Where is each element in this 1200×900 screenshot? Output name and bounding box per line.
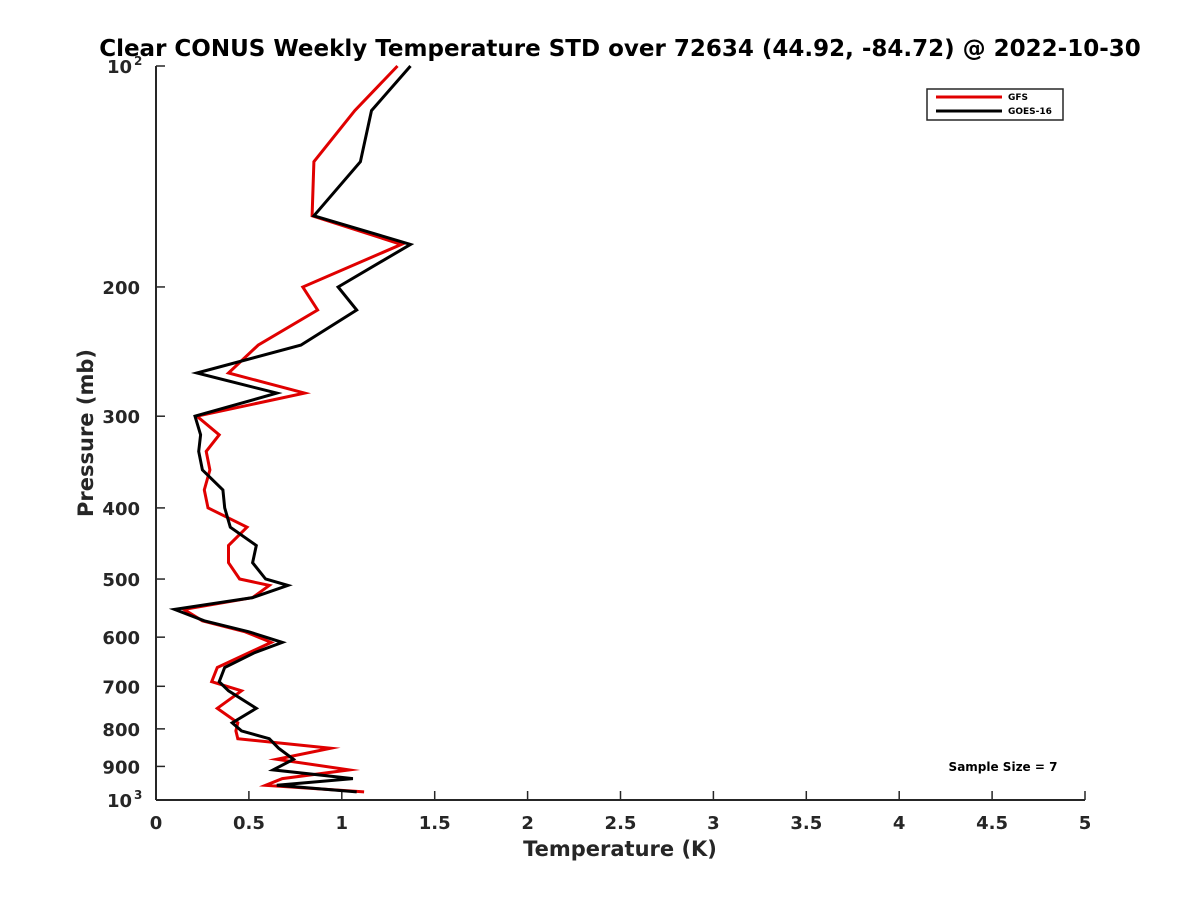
y-tick-exponent: 2 [134,54,142,68]
y-tick-exponent: 3 [134,788,142,802]
legend-label: GOES-16 [1008,107,1052,117]
y-tick-label: 200 [102,278,140,299]
y-tick-label: 10 [107,791,132,812]
y-tick-label: 500 [102,570,140,591]
x-tick-label: 4.5 [976,813,1008,834]
legend-label: GFS [1008,93,1028,103]
x-tick-label: 1 [336,813,349,834]
x-tick-label: 0.5 [233,813,265,834]
x-tick-label: 2.5 [605,813,637,834]
series-line-gfs [179,64,406,794]
y-tick-label: 600 [102,628,140,649]
x-tick-label: 3 [707,813,720,834]
chart-title: Clear CONUS Weekly Temperature STD over … [99,36,1141,62]
x-tick-label: 2 [521,813,534,834]
y-axis-label: Pressure (mb) [74,349,98,517]
series-lines [168,64,415,794]
y-tick-label: 10 [107,57,132,78]
sample-size-annotation: Sample Size = 7 [949,760,1058,774]
y-tick-label: 400 [102,499,140,520]
x-tick-label: 0 [150,813,163,834]
legend-box [926,88,1064,121]
x-tick-label: 1.5 [419,813,451,834]
y-tick-label: 700 [102,677,140,698]
y-tick-label: 800 [102,720,140,741]
x-tick-label: 3.5 [790,813,822,834]
x-tick-label: 5 [1079,813,1092,834]
x-axis-label: Temperature (K) [523,837,717,861]
y-tick-label: 300 [102,407,140,428]
y-tick-label: 900 [102,757,140,778]
x-axis-ticks: 0 0.5 1 1.5 2 2.5 3 3.5 4 4.5 5 [150,791,1092,834]
x-tick-label: 4 [893,813,906,834]
series-line-goes-16 [168,65,415,794]
legend: GFS GOES-16 [926,88,1064,121]
